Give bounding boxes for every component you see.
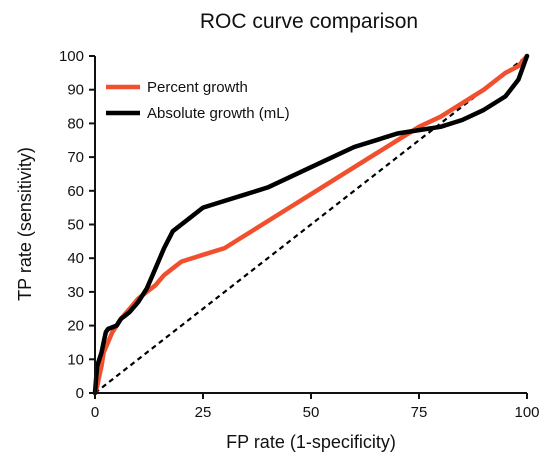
x-tick-label: 100 (514, 404, 539, 421)
y-tick-label: 80 (67, 115, 84, 132)
series-line-1 (92, 53, 530, 396)
y-axis-title: TP rate (sensitivity) (15, 147, 35, 301)
legend: Percent growth Absolute growth (mL) (106, 79, 290, 122)
y-tick-label: 60 (67, 183, 84, 200)
chart-title: ROC curve comparison (200, 10, 418, 33)
x-tick-label: 75 (411, 404, 428, 421)
x-tick-label: 25 (195, 404, 212, 421)
x-ticks: 0 25 50 75 100 (91, 393, 540, 421)
y-tick-label: 70 (67, 149, 84, 166)
y-tick-label: 90 (67, 82, 84, 99)
series-line-2 (92, 53, 530, 396)
y-ticks: 0 10 20 30 40 50 60 70 80 90 100 (59, 48, 95, 402)
x-tick-label: 0 (91, 404, 99, 421)
y-tick-label: 10 (67, 351, 84, 368)
y-tick-label: 100 (59, 48, 84, 65)
x-axis-title: FP rate (1-specificity) (226, 432, 396, 452)
legend-label-1: Percent growth (147, 79, 248, 96)
y-tick-label: 30 (67, 284, 84, 301)
reference-diagonal-line (94, 55, 528, 394)
y-tick-label: 0 (76, 385, 84, 402)
legend-label-2: Absolute growth (mL) (147, 105, 290, 122)
y-tick-label: 50 (67, 217, 84, 234)
y-tick-label: 40 (67, 250, 84, 267)
y-tick-label: 20 (67, 318, 84, 335)
plot-area (92, 53, 530, 396)
x-tick-label: 50 (303, 404, 320, 421)
